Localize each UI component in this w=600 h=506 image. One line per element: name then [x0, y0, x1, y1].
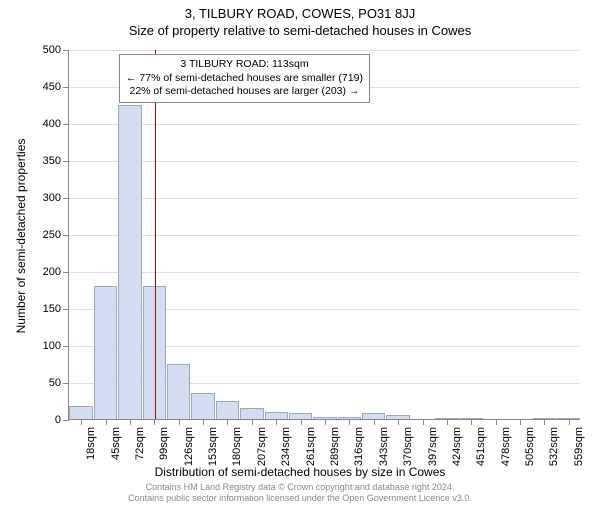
x-tick-label: 234sqm	[280, 427, 292, 466]
histogram-chart: 05010015020025030035040045050018sqm45sqm…	[68, 50, 580, 420]
x-tick	[423, 419, 424, 425]
x-tick-label: 99sqm	[158, 427, 170, 460]
y-tick-label: 100	[43, 340, 61, 352]
x-tick-label: 261sqm	[305, 427, 317, 466]
x-tick	[325, 419, 326, 425]
x-tick	[81, 419, 82, 425]
x-tick	[569, 419, 570, 425]
annotation-line: 3 TILBURY ROAD: 113sqm	[126, 58, 363, 72]
x-tick-label: 397sqm	[427, 427, 439, 466]
x-tick	[496, 419, 497, 425]
y-tick-label: 0	[55, 414, 61, 426]
y-tick-label: 150	[43, 303, 61, 315]
footer-attribution: Contains HM Land Registry data © Crown c…	[0, 482, 600, 504]
x-tick-label: 316sqm	[353, 427, 365, 466]
x-tick	[106, 419, 107, 425]
x-tick	[447, 419, 448, 425]
x-tick-label: 343sqm	[378, 427, 390, 466]
y-tick	[63, 50, 69, 51]
y-tick	[63, 420, 69, 421]
histogram-bar	[167, 364, 190, 420]
x-tick	[544, 419, 545, 425]
x-tick-label: 289sqm	[329, 427, 341, 466]
y-tick	[63, 198, 69, 199]
histogram-bar	[265, 412, 288, 419]
x-tick-label: 153sqm	[207, 427, 219, 466]
x-tick	[179, 419, 180, 425]
x-tick-label: 126sqm	[183, 427, 195, 466]
footer-line: Contains HM Land Registry data © Crown c…	[0, 482, 600, 493]
grid-line	[69, 124, 580, 125]
x-tick-label: 478sqm	[500, 427, 512, 466]
x-tick	[227, 419, 228, 425]
x-tick-label: 559sqm	[573, 427, 585, 466]
x-tick-label: 370sqm	[402, 427, 414, 466]
chart-subtitle: Size of property relative to semi-detach…	[0, 23, 600, 38]
y-tick-label: 50	[49, 377, 61, 389]
page-title: 3, TILBURY ROAD, COWES, PO31 8JJ	[0, 6, 600, 21]
grid-line	[69, 50, 580, 51]
x-tick	[130, 419, 131, 425]
x-tick	[154, 419, 155, 425]
y-tick	[63, 272, 69, 273]
histogram-bar	[216, 401, 239, 420]
x-tick-label: 424sqm	[451, 427, 463, 466]
x-tick-label: 18sqm	[85, 427, 97, 460]
grid-line	[69, 272, 580, 273]
x-tick	[203, 419, 204, 425]
grid-line	[69, 161, 580, 162]
x-tick	[349, 419, 350, 425]
x-tick	[374, 419, 375, 425]
x-tick	[398, 419, 399, 425]
x-tick-label: 207sqm	[256, 427, 268, 466]
histogram-bar	[191, 393, 214, 419]
y-tick	[63, 346, 69, 347]
x-tick-label: 505sqm	[524, 427, 536, 466]
x-axis-title: Distribution of semi-detached houses by …	[0, 465, 600, 479]
y-tick-label: 250	[43, 229, 61, 241]
x-tick	[520, 419, 521, 425]
y-tick-label: 350	[43, 155, 61, 167]
footer-line: Contains public sector information licen…	[0, 493, 600, 504]
histogram-bar	[69, 406, 92, 419]
x-tick-label: 72sqm	[134, 427, 146, 460]
x-tick	[471, 419, 472, 425]
x-tick	[301, 419, 302, 425]
y-tick-label: 400	[43, 118, 61, 130]
y-tick-label: 300	[43, 192, 61, 204]
annotation-line: ← 77% of semi-detached houses are smalle…	[126, 72, 363, 86]
y-tick-label: 500	[43, 44, 61, 56]
x-tick-label: 532sqm	[548, 427, 560, 466]
x-tick	[252, 419, 253, 425]
y-tick	[63, 87, 69, 88]
y-tick-label: 200	[43, 266, 61, 278]
histogram-bar	[118, 105, 141, 420]
y-tick	[63, 309, 69, 310]
histogram-bar	[240, 408, 263, 419]
y-tick	[63, 235, 69, 236]
y-tick	[63, 124, 69, 125]
reference-line	[155, 50, 156, 419]
x-tick-label: 45sqm	[110, 427, 122, 460]
histogram-bar	[94, 286, 117, 419]
y-tick-label: 450	[43, 81, 61, 93]
reference-annotation: 3 TILBURY ROAD: 113sqm ← 77% of semi-det…	[119, 54, 370, 103]
x-tick-label: 451sqm	[475, 427, 487, 466]
x-tick-label: 180sqm	[231, 427, 243, 466]
grid-line	[69, 198, 580, 199]
y-axis-title: Number of semi-detached properties	[14, 139, 28, 334]
x-tick	[276, 419, 277, 425]
y-tick	[63, 383, 69, 384]
y-tick	[63, 161, 69, 162]
grid-line	[69, 235, 580, 236]
annotation-line: 22% of semi-detached houses are larger (…	[126, 85, 363, 99]
